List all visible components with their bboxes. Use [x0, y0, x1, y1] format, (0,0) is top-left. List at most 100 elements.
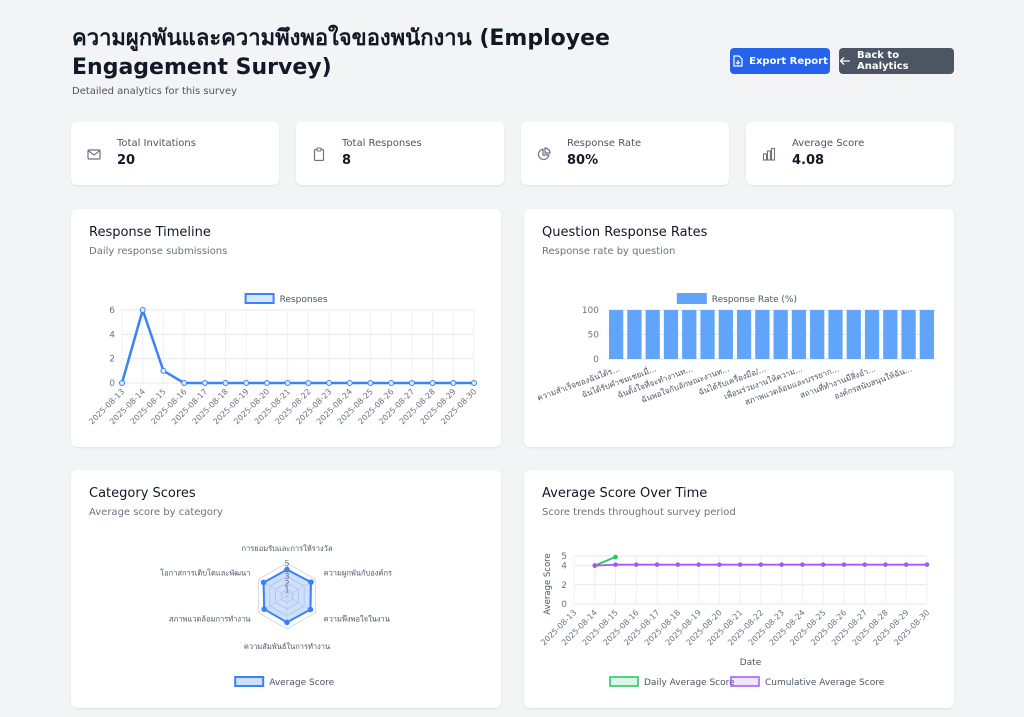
response-timeline-card: Response Timeline Daily response submiss… [71, 209, 501, 447]
radar-axis-label: ความพึงพอใจในงาน [324, 615, 390, 624]
bar-response-rate [864, 310, 880, 359]
y-tick-label: 2 [109, 355, 115, 365]
bar-response-rate [700, 310, 715, 359]
bar-response-rate [682, 310, 697, 359]
radar-point [308, 579, 314, 585]
legend-label: Daily Average Score [644, 678, 735, 688]
bar-response-rate [846, 310, 861, 359]
legend-swatch [609, 676, 639, 687]
data-point [346, 380, 353, 386]
export-report-label: Export Report [749, 55, 828, 67]
data-point [717, 562, 722, 567]
data-point [613, 562, 618, 567]
stat-card-total-responses: Total Responses 8 [296, 122, 504, 185]
card-subtitle: Score trends throughout survey period [542, 507, 736, 518]
data-point [633, 562, 639, 567]
bar-response-rate [736, 310, 752, 359]
data-point [326, 380, 333, 386]
bar-response-rate [901, 310, 916, 359]
data-point [222, 380, 229, 386]
data-point [903, 562, 909, 567]
radar-axis-label: ความสัมพันธ์ในการทำงาน [244, 642, 330, 651]
page-title: ความผูกพันและความพึงพอใจของพนักงาน (Empl… [72, 26, 610, 80]
y-tick-label: 0 [561, 600, 567, 610]
question-response-rates-card: Question Response Rates Response rate by… [524, 209, 954, 447]
legend-label: Responses [280, 295, 328, 305]
data-point [758, 562, 764, 567]
data-point [613, 554, 618, 560]
card-title: Response Timeline [89, 225, 211, 240]
stat-label: Total Responses [342, 138, 422, 149]
radar-point [260, 579, 267, 586]
average-score-over-time-card: Average Score Over Time Score trends thr… [524, 470, 954, 708]
legend-swatch [730, 676, 760, 687]
legend-swatch [244, 293, 275, 304]
data-point [675, 562, 681, 567]
bar-response-rate [627, 310, 642, 359]
bar-response-rate [883, 310, 898, 359]
stat-card-total-invitations: Total Invitations 20 [71, 122, 279, 185]
data-point [841, 562, 847, 567]
series-line-responses [120, 308, 474, 385]
data-point [263, 380, 270, 386]
data-point [654, 562, 660, 567]
category-scores-card: Category Scores Average score by categor… [71, 470, 501, 708]
radar-axis-label: สภาพแวดล้อมการทำงาน [169, 615, 251, 624]
data-point [737, 562, 743, 567]
y-tick-label: 5 [561, 552, 567, 562]
data-point [429, 380, 436, 386]
stat-label: Response Rate [567, 138, 642, 149]
legend-swatch [676, 293, 707, 304]
card-subtitle: Daily response submissions [89, 246, 228, 257]
bar-chart-icon [762, 147, 776, 161]
data-point [201, 380, 208, 386]
export-report-button[interactable]: Export Report [730, 48, 830, 74]
y-tick-label: 4 [109, 330, 115, 340]
stat-value: 4.08 [792, 153, 825, 168]
r-tick-label: 5 [284, 559, 289, 568]
radar-axis-label: ความผูกพันกับองค์กร [324, 569, 392, 578]
y-tick-label: 2 [561, 581, 567, 591]
radar-point [284, 619, 290, 626]
legend-label: Response Rate (%) [712, 295, 797, 305]
bar-response-rate [718, 310, 733, 359]
y-tick-label: 100 [582, 306, 599, 316]
radar-axis-label: โอกาสการเติบโตและพัฒนา [160, 569, 250, 578]
stat-label: Average Score [792, 138, 865, 149]
bar-response-rate [755, 310, 770, 359]
bar-response-rate [773, 310, 788, 359]
average-score-over-time-chart: 02452025-08-132025-08-142025-08-152025-0… [539, 552, 931, 688]
data-point [450, 380, 457, 386]
data-point [800, 562, 805, 567]
category-scores-chart: 12345การยอมรับและการให้รางวัลความผูกพันก… [160, 544, 392, 688]
card-subtitle: Average score by category [89, 507, 223, 518]
back-to-analytics-label: Back to Analytics [856, 50, 909, 72]
data-point [592, 563, 598, 568]
data-point [243, 380, 250, 386]
stat-value: 20 [117, 153, 136, 168]
radar-axis-label: การยอมรับและการให้รางวัล [242, 544, 333, 553]
back-to-analytics-button[interactable]: Back to Analytics [839, 48, 954, 74]
r-tick-label: 3 [284, 572, 289, 581]
bar-response-rate [810, 310, 825, 359]
data-point [119, 380, 125, 386]
y-tick-label: 4 [561, 562, 567, 572]
card-title: Question Response Rates [542, 225, 708, 240]
mail-icon [87, 149, 101, 160]
data-point [862, 562, 868, 567]
radar-series-average-score [262, 568, 313, 624]
stat-card-average-score: Average Score 4.08 [746, 122, 954, 185]
card-title: Category Scores [89, 486, 196, 501]
arrow-left-icon [839, 57, 850, 65]
response-timeline-chart: Responses02462025-08-132025-08-142025-08… [87, 293, 478, 426]
x-axis-label: Date [740, 658, 762, 668]
y-tick-label: 0 [109, 379, 115, 389]
legend-label: Cumulative Average Score [765, 678, 885, 688]
data-point [471, 380, 477, 386]
y-tick-label: 0 [593, 355, 599, 365]
radar-point [307, 606, 314, 613]
stat-value: 8 [342, 153, 352, 168]
data-point [181, 380, 188, 386]
series-line-daily-average [594, 556, 616, 567]
y-tick-label: 50 [588, 331, 600, 341]
